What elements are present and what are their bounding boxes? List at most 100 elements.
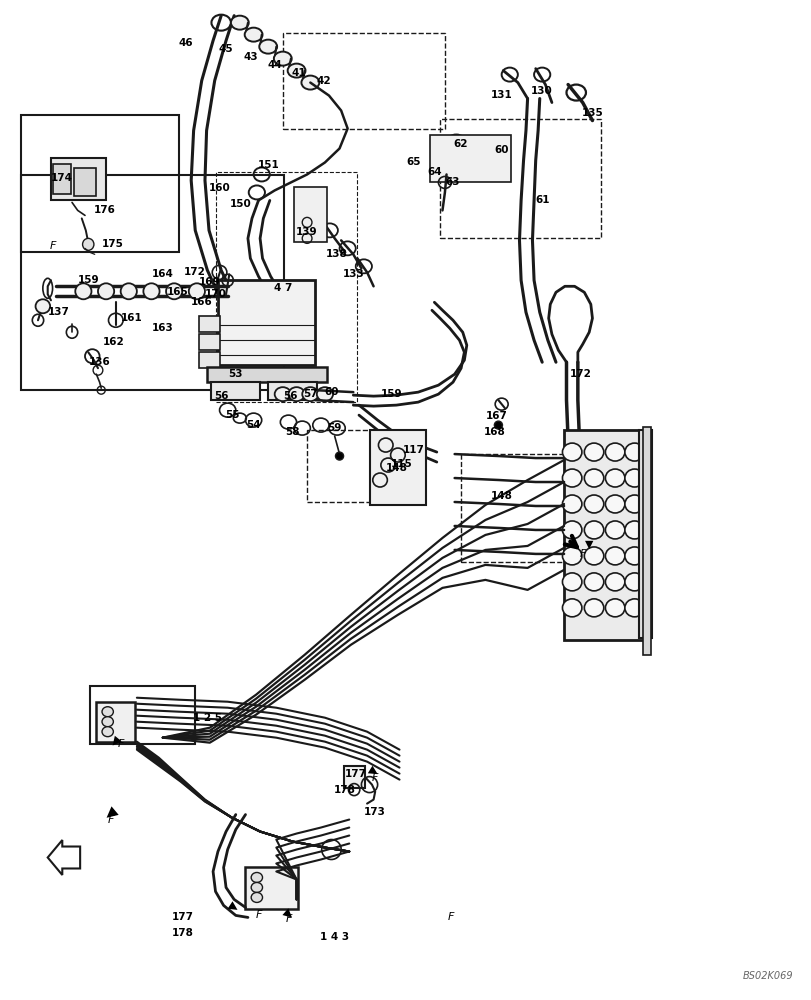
Bar bbox=[199, 316, 219, 332]
Ellipse shape bbox=[75, 283, 92, 299]
Text: 1 2 5: 1 2 5 bbox=[193, 713, 221, 723]
Ellipse shape bbox=[605, 521, 624, 539]
Bar bbox=[642, 427, 650, 655]
Text: 178: 178 bbox=[172, 928, 194, 938]
Bar bbox=[461, 454, 590, 562]
Text: 135: 135 bbox=[581, 108, 603, 118]
Ellipse shape bbox=[144, 283, 160, 299]
Bar bbox=[307, 430, 418, 502]
Text: 56: 56 bbox=[213, 391, 228, 401]
Text: 45: 45 bbox=[218, 44, 233, 54]
Ellipse shape bbox=[274, 387, 290, 401]
Text: 130: 130 bbox=[530, 86, 552, 96]
Text: F: F bbox=[579, 549, 586, 559]
Text: 1 4 3: 1 4 3 bbox=[320, 932, 349, 942]
Text: 59: 59 bbox=[327, 423, 341, 433]
Ellipse shape bbox=[624, 547, 643, 565]
Ellipse shape bbox=[316, 387, 333, 401]
Bar bbox=[430, 135, 511, 182]
Bar bbox=[54, 164, 71, 194]
Ellipse shape bbox=[459, 142, 478, 158]
Bar bbox=[211, 382, 260, 400]
Text: 160: 160 bbox=[208, 183, 230, 193]
Ellipse shape bbox=[487, 158, 506, 174]
Text: 57: 57 bbox=[303, 389, 317, 399]
Text: 115: 115 bbox=[391, 459, 412, 469]
Bar bbox=[245, 867, 298, 909]
Bar bbox=[21, 115, 178, 252]
Text: F: F bbox=[285, 914, 291, 924]
Ellipse shape bbox=[166, 283, 182, 299]
Text: 148: 148 bbox=[490, 491, 512, 501]
Bar bbox=[344, 766, 364, 788]
Ellipse shape bbox=[335, 452, 343, 460]
Text: 64: 64 bbox=[427, 167, 441, 177]
Ellipse shape bbox=[102, 707, 114, 717]
Ellipse shape bbox=[36, 299, 50, 313]
Text: 166: 166 bbox=[191, 297, 212, 307]
Text: F: F bbox=[255, 910, 261, 920]
Ellipse shape bbox=[584, 521, 603, 539]
Ellipse shape bbox=[605, 495, 624, 513]
Text: 163: 163 bbox=[152, 323, 174, 333]
Ellipse shape bbox=[302, 387, 318, 401]
Ellipse shape bbox=[446, 135, 466, 150]
Text: 131: 131 bbox=[490, 90, 512, 100]
Ellipse shape bbox=[562, 599, 581, 617]
Ellipse shape bbox=[562, 573, 581, 591]
Ellipse shape bbox=[244, 28, 262, 42]
Text: 161: 161 bbox=[121, 313, 143, 323]
Bar bbox=[639, 430, 650, 638]
Text: 133: 133 bbox=[342, 269, 364, 279]
Text: 165: 165 bbox=[166, 287, 188, 297]
Text: 60: 60 bbox=[494, 145, 508, 155]
Bar bbox=[217, 280, 315, 365]
Ellipse shape bbox=[562, 547, 581, 565]
Text: 61: 61 bbox=[534, 195, 549, 205]
Text: 177: 177 bbox=[345, 769, 367, 779]
Ellipse shape bbox=[251, 882, 262, 892]
Ellipse shape bbox=[605, 443, 624, 461]
Text: 137: 137 bbox=[48, 307, 70, 317]
Ellipse shape bbox=[605, 599, 624, 617]
Text: 43: 43 bbox=[242, 52, 257, 62]
Text: 42: 42 bbox=[315, 76, 330, 86]
Ellipse shape bbox=[288, 387, 304, 401]
Ellipse shape bbox=[230, 16, 248, 30]
Ellipse shape bbox=[624, 443, 643, 461]
Text: 175: 175 bbox=[101, 239, 123, 249]
Ellipse shape bbox=[301, 76, 319, 90]
Ellipse shape bbox=[273, 52, 291, 66]
Ellipse shape bbox=[287, 64, 305, 78]
Ellipse shape bbox=[584, 495, 603, 513]
Text: 139: 139 bbox=[296, 227, 318, 237]
Ellipse shape bbox=[605, 469, 624, 487]
Bar bbox=[199, 334, 219, 350]
Text: 41: 41 bbox=[291, 68, 306, 78]
Text: 162: 162 bbox=[103, 337, 125, 347]
Ellipse shape bbox=[584, 547, 603, 565]
Ellipse shape bbox=[624, 521, 643, 539]
Ellipse shape bbox=[584, 443, 603, 461]
Text: 148: 148 bbox=[385, 463, 406, 473]
Text: F: F bbox=[371, 773, 378, 783]
Text: 178: 178 bbox=[334, 785, 356, 795]
Text: 44: 44 bbox=[267, 60, 281, 70]
Text: 53: 53 bbox=[228, 369, 242, 379]
Bar bbox=[21, 175, 284, 390]
Text: 169: 169 bbox=[199, 277, 221, 287]
Text: 151: 151 bbox=[257, 160, 279, 170]
Text: 138: 138 bbox=[326, 249, 348, 259]
Ellipse shape bbox=[605, 547, 624, 565]
Ellipse shape bbox=[562, 495, 581, 513]
Ellipse shape bbox=[562, 443, 581, 461]
Ellipse shape bbox=[624, 599, 643, 617]
Text: F: F bbox=[50, 241, 57, 251]
Bar bbox=[74, 168, 97, 196]
Text: 136: 136 bbox=[88, 357, 110, 367]
Bar bbox=[369, 430, 426, 505]
Ellipse shape bbox=[98, 283, 114, 299]
Text: BS02K069: BS02K069 bbox=[742, 971, 792, 981]
Text: 173: 173 bbox=[364, 807, 386, 817]
Ellipse shape bbox=[494, 421, 502, 429]
